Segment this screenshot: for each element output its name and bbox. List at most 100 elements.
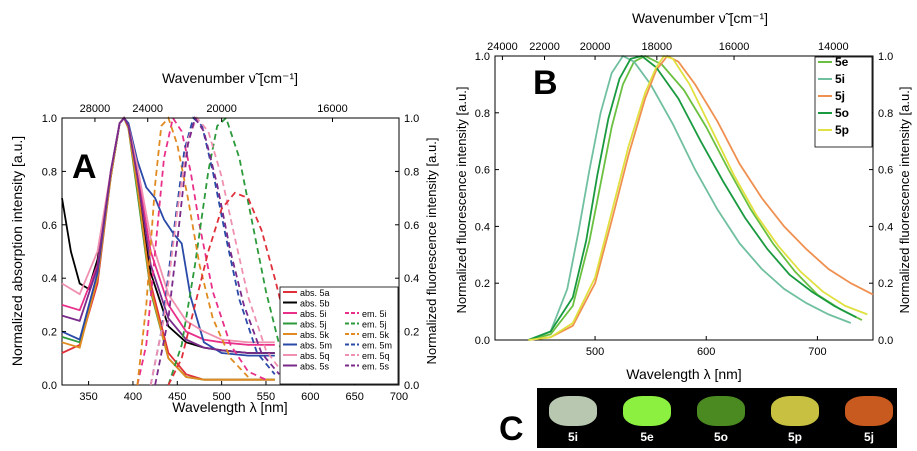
top-tick-label: 20000 [580, 41, 611, 53]
y-tick-label: 0.2 [42, 327, 57, 339]
sample-photo-strip: 5i 5e 5o 5p 5j [537, 388, 897, 448]
sample-swatch-5i [549, 396, 597, 426]
panel-a-y2-ticks: 0.0 0.2 0.4 0.6 0.8 1.0 [395, 113, 419, 392]
panel-b-x-ticks: 500 600 700 [586, 336, 827, 358]
legend-label: 5j [835, 89, 845, 103]
panel-b-x-axis-label: Wavelength λ [nm] [626, 366, 741, 382]
legend-label: em. 5q [362, 351, 390, 361]
sample-swatch-5e [623, 396, 671, 426]
top-tick-label: 20000 [206, 103, 237, 115]
legend-label: 5o [835, 106, 849, 120]
y2-tick-label: 0.8 [404, 166, 419, 178]
panel-b-y2-axis-label: Normalized fluorescence intensity [a.u.] [897, 87, 912, 314]
series-line-a-11 [149, 116, 276, 386]
legend-label: abs. 5i [300, 309, 327, 319]
panel-a-y-ticks: 0.0 0.2 0.4 0.6 0.8 1.0 [42, 113, 66, 392]
panel-b-legend: 5e 5i 5j 5o 5p [814, 55, 873, 148]
sample-label: 5j [863, 430, 874, 444]
panel-b-series [528, 54, 874, 341]
legend-label: abs. 5j [300, 320, 327, 330]
series-line-b-4 [528, 54, 868, 341]
top-tick-label: 16000 [317, 103, 348, 115]
panel-a-y-axis-label: Normalized absorption intensity [a.u.] [9, 136, 25, 366]
panel-b-label: B [533, 64, 558, 102]
y2-tick-label: 0.4 [878, 221, 893, 233]
y2-tick-label: 0.6 [404, 220, 419, 232]
top-tick-label: 18000 [642, 41, 673, 53]
y2-tick-label: 0.8 [878, 108, 893, 120]
series-line-a-8 [136, 115, 267, 386]
panel-a-x-ticks: 350 400 450 500 550 600 650 700 [79, 381, 408, 403]
y2-tick-label: 1.0 [878, 51, 893, 63]
legend-label: 5i [835, 72, 845, 86]
y-tick-label: 1.0 [475, 51, 490, 63]
y-tick-label: 0.4 [475, 221, 490, 233]
y2-tick-label: 0.2 [878, 278, 893, 290]
top-tick-label: 16000 [719, 41, 750, 53]
panel-c-label: C [499, 410, 524, 448]
y-tick-label: 1.0 [42, 113, 57, 125]
legend-label: em. 5s [362, 362, 390, 372]
y2-tick-label: 0.0 [878, 335, 893, 347]
panel-b-y-axis-label: Normalized fluorescence intensity [a.u.] [454, 87, 469, 314]
y-tick-label: 0.8 [475, 108, 490, 120]
top-tick-label: 24000 [487, 41, 518, 53]
y-tick-label: 0.4 [42, 273, 57, 285]
series-line-a-10 [136, 116, 249, 386]
x-tick-label: 450 [168, 391, 186, 403]
panel-b-top-ticks: 24000 22000 20000 18000 16000 14000 [487, 41, 873, 60]
sample-swatch-5p [771, 396, 819, 426]
y2-tick-label: 0.0 [404, 380, 419, 392]
sample-label: 5i [567, 430, 578, 444]
legend-label: abs. 5b [300, 299, 330, 309]
panel-a-top-axis-label: Wavenumber ν̃ [cm⁻¹] [162, 70, 298, 86]
panel-a: 350 400 450 500 550 600 650 700 0.0 0.2 0.4 0.6 0.8… [9, 70, 439, 415]
x-tick-label: 400 [124, 391, 142, 403]
sample-label: 5e [640, 430, 654, 444]
x-tick-label: 500 [212, 391, 230, 403]
x-tick-label: 350 [79, 391, 97, 403]
series-line-a-9 [167, 116, 294, 386]
series-line-b-3 [528, 55, 857, 341]
top-tick-label: 28000 [80, 103, 111, 115]
top-tick-label: 22000 [529, 41, 560, 53]
y2-tick-label: 0.2 [404, 327, 419, 339]
top-tick-label: 14000 [818, 41, 849, 53]
sample-label: 5o [713, 430, 728, 444]
series-line-a-14 [167, 191, 303, 386]
y-tick-label: 0.0 [475, 335, 490, 347]
series-line-b-0 [528, 54, 863, 341]
panel-a-y2-axis-label: Normalized fluorescence intensity [a.u.] [424, 138, 439, 365]
panel-a-top-ticks: 28000 24000 20000 16000 [62, 103, 399, 122]
legend-label: em. 5m [362, 341, 392, 351]
panel-a-label: A [72, 148, 97, 186]
series-line-b-2 [528, 54, 874, 341]
y2-tick-label: 0.4 [404, 273, 419, 285]
sample-swatch-5j [845, 396, 893, 426]
legend-label: em. 5j [362, 320, 387, 330]
legend-label: abs. 5m [300, 341, 332, 351]
series-line-a-13 [154, 115, 280, 386]
x-tick-label: 700 [808, 346, 826, 358]
legend-label: 5p [835, 123, 849, 137]
x-tick-label: 650 [345, 391, 363, 403]
y-tick-label: 0.6 [42, 220, 57, 232]
top-tick-label: 24000 [132, 103, 163, 115]
legend-box [814, 56, 873, 148]
x-tick-label: 500 [586, 346, 604, 358]
panel-b: 500 600 700 0.00.20.40.60.81.0 0.00.20.40.… [454, 10, 912, 382]
x-tick-label: 700 [390, 391, 408, 403]
sample-swatch-5o [697, 396, 745, 426]
panel-a-series [61, 115, 303, 386]
y2-tick-label: 1.0 [404, 113, 419, 125]
panel-b-y-ticks: 0.0 0.2 0.4 0.6 0.8 1.0 [475, 51, 499, 347]
legend-label: abs. 5q [300, 351, 330, 361]
legend-label: abs. 5a [300, 288, 330, 298]
legend-box [279, 286, 399, 385]
panel-a-x-axis-label: Wavelength λ [nm] [172, 399, 287, 415]
y-tick-label: 0.6 [475, 165, 490, 177]
series-line-a-7 [61, 116, 275, 354]
legend-label: abs. 5k [300, 330, 330, 340]
